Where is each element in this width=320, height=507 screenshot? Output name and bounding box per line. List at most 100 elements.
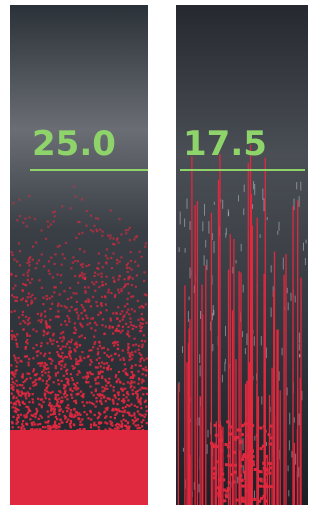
noise-streak [296, 182, 297, 189]
red-speckle [61, 205, 63, 207]
red-speckle [86, 317, 88, 319]
red-speckle [95, 217, 97, 219]
red-speckle [248, 484, 251, 487]
red-speckle [48, 378, 50, 380]
red-speckle [12, 432, 14, 434]
red-speckle [125, 420, 127, 422]
red-speckle [125, 406, 127, 408]
red-speckle [21, 427, 23, 429]
red-speckle [99, 400, 101, 402]
red-speckle [93, 343, 95, 345]
red-speckle [239, 465, 242, 468]
red-speckle [95, 281, 97, 283]
red-speckle [29, 282, 31, 284]
red-speckle [126, 404, 128, 406]
red-speckle [47, 221, 49, 223]
red-speckle [92, 230, 94, 232]
red-speckle [28, 408, 30, 410]
red-speckle [123, 401, 125, 403]
noise-streak [189, 297, 190, 300]
red-speckle [61, 401, 63, 403]
red-speckle [131, 358, 133, 360]
red-speckle [80, 391, 82, 393]
red-speckle [90, 431, 92, 433]
red-speckle [66, 315, 68, 317]
red-speckle [16, 343, 18, 345]
red-speckle [73, 185, 75, 187]
red-speckle [247, 422, 250, 425]
red-speckle [11, 294, 13, 296]
red-speckle [108, 381, 110, 383]
red-speckle [127, 309, 129, 311]
red-speckle [128, 313, 130, 315]
red-speckle [73, 400, 75, 402]
red-speckle [73, 387, 75, 389]
red-speckle [105, 432, 107, 434]
red-speckle [126, 264, 128, 266]
red-speckle [16, 219, 18, 221]
red-speckle [229, 433, 232, 436]
red-speckle [145, 431, 147, 433]
red-speckle [74, 260, 76, 262]
red-speckle [55, 365, 57, 367]
red-speckle [127, 271, 129, 273]
red-speckle [19, 323, 21, 325]
red-speckle [11, 393, 13, 395]
red-speckle [20, 430, 22, 432]
red-speckle [88, 401, 90, 403]
red-speckle [106, 354, 108, 356]
red-speckle [118, 278, 120, 280]
red-speckle [28, 264, 30, 266]
red-speckle [239, 429, 242, 432]
red-speckle [31, 432, 33, 434]
red-speckle [11, 251, 13, 253]
red-speckle [72, 262, 74, 264]
red-speckle [79, 428, 81, 430]
red-speckle [95, 229, 97, 231]
red-speckle [117, 306, 119, 308]
red-speckle [253, 498, 256, 501]
red-speckle [102, 390, 104, 392]
red-speckle [132, 389, 134, 391]
red-speckle [11, 330, 13, 332]
red-speckle [88, 350, 90, 352]
red-speckle [264, 473, 267, 476]
red-speckle [227, 454, 230, 457]
red-speckle [55, 374, 57, 376]
red-speckle [225, 495, 228, 498]
red-speckle [27, 362, 29, 364]
red-speckle [131, 351, 133, 353]
red-speckle [27, 279, 29, 281]
red-speckle [97, 273, 99, 275]
red-speckle [57, 404, 59, 406]
red-speckle [19, 384, 21, 386]
red-speckle [50, 427, 52, 429]
red-speckle [15, 403, 17, 405]
red-speckle [140, 358, 142, 360]
noise-streak [214, 241, 215, 253]
red-speckle [37, 362, 39, 364]
red-speckle [115, 408, 117, 410]
red-speckle [32, 382, 34, 384]
red-speckle [53, 291, 55, 293]
red-speckle [262, 445, 265, 448]
red-speckle [41, 406, 43, 408]
red-speckle [235, 499, 238, 502]
red-speckle [250, 470, 253, 473]
red-speckle [127, 326, 129, 328]
red-speckle [43, 265, 45, 267]
red-speckle [96, 324, 98, 326]
red-speckle [64, 320, 66, 322]
red-speckle [214, 424, 217, 427]
red-speckle [74, 275, 76, 277]
red-speckle [12, 287, 14, 289]
red-speckle [106, 248, 108, 250]
red-speckle [95, 397, 97, 399]
red-speckle [57, 379, 59, 381]
red-speckle [80, 264, 82, 266]
red-speckle [17, 392, 19, 394]
red-speckle [127, 331, 129, 333]
red-speckle [247, 454, 250, 457]
red-speckle [72, 431, 74, 433]
red-speckle [112, 400, 114, 402]
